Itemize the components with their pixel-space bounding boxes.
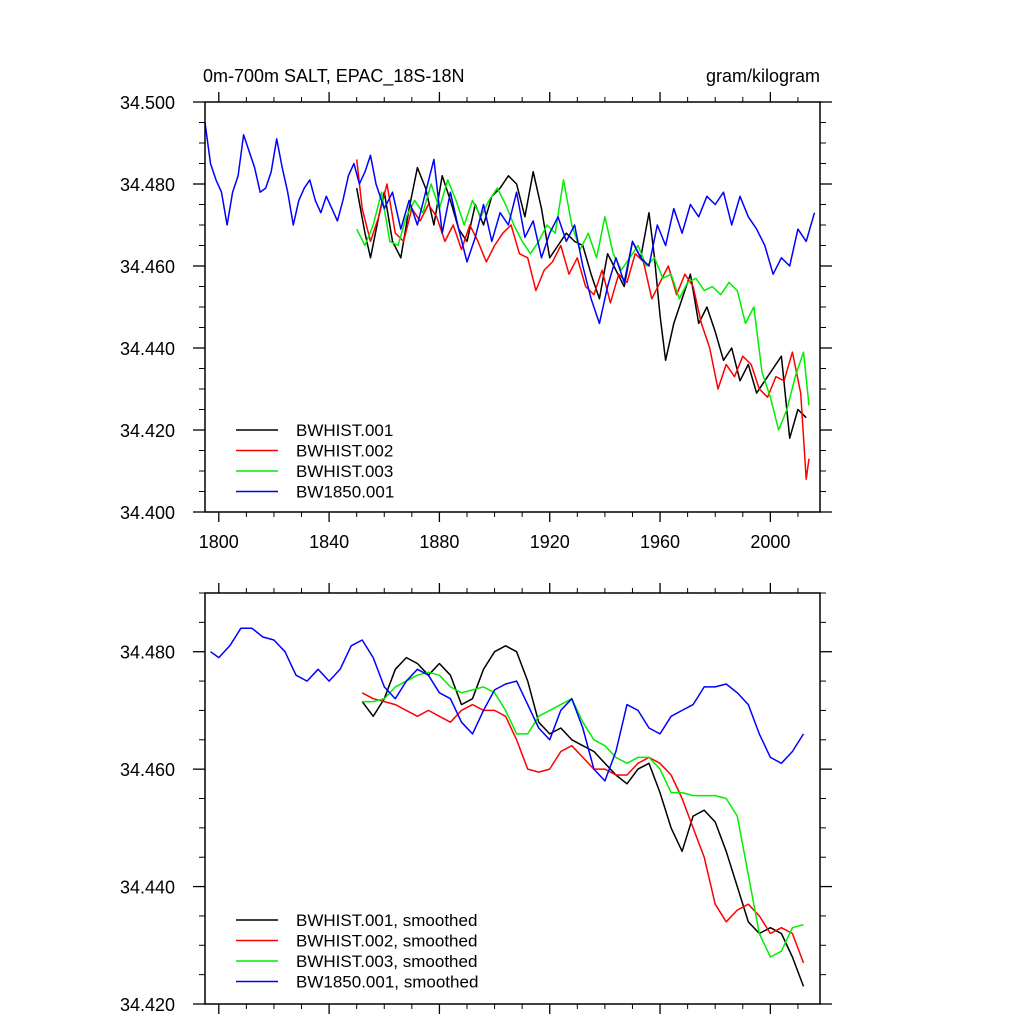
series-line-3 [356, 179, 810, 431]
x-tick-label: 1920 [530, 532, 570, 552]
top-axis-ticks: 1800 1840 1880 1920 1960 2000 34.400 34.420 34.4… [120, 92, 832, 552]
legend-label: BWHIST.002, smoothed [296, 932, 477, 951]
series-line-4 [210, 627, 805, 782]
y-tick-label: 34.400 [120, 503, 175, 523]
y-tick-label: 34.480 [120, 643, 175, 663]
units-label: gram/kilogram [706, 66, 820, 86]
chart-title: 0m-700m SALT, EPAC_18S-18N [203, 66, 464, 87]
legend-label: BW1850.001, smoothed [296, 973, 478, 992]
x-tick-label: 1800 [199, 532, 239, 552]
bottom-plot-frame [204, 592, 821, 1005]
y-tick-label: 34.440 [120, 878, 175, 898]
series-line-3 [362, 671, 804, 958]
legend-label: BW1850.001 [296, 483, 394, 502]
series-line-2 [355, 159, 810, 480]
x-tick-label: 1960 [640, 532, 680, 552]
top-plot-frame [204, 101, 821, 513]
y-tick-label: 34.420 [120, 421, 175, 441]
bottom-legend: BWHIST.001, smoothed BWHIST.002, smoothed… [236, 911, 478, 992]
bottom-panel: 34.420 34.440 34.460 34.480 BWHIST.001, smo… [120, 583, 832, 1015]
y-tick-label: 34.500 [120, 93, 175, 113]
series-line-4 [204, 122, 816, 325]
x-tick-label: 1840 [309, 532, 349, 552]
legend-label: BWHIST.001 [296, 421, 393, 440]
top-series-group [204, 122, 816, 480]
series-line-2 [361, 692, 805, 964]
y-tick-label: 34.460 [120, 760, 175, 780]
top-panel: 0m-700m SALT, EPAC_18S-18N gram/kilogram… [120, 66, 832, 552]
legend-label: BWHIST.003 [296, 462, 393, 481]
bottom-axis-ticks: 34.420 34.440 34.460 34.480 [120, 583, 832, 1015]
x-tick-label: 2000 [750, 532, 790, 552]
y-tick-label: 34.440 [120, 339, 175, 359]
bottom-series-group [210, 627, 805, 987]
y-tick-label: 34.480 [120, 175, 175, 195]
legend-label: BWHIST.002 [296, 442, 393, 461]
legend-label: BWHIST.003, smoothed [296, 952, 477, 971]
y-tick-label: 34.460 [120, 257, 175, 277]
x-tick-label: 1880 [419, 532, 459, 552]
legend-label: BWHIST.001, smoothed [296, 911, 477, 930]
y-tick-label: 34.420 [120, 995, 175, 1015]
series-line-1 [361, 645, 805, 987]
